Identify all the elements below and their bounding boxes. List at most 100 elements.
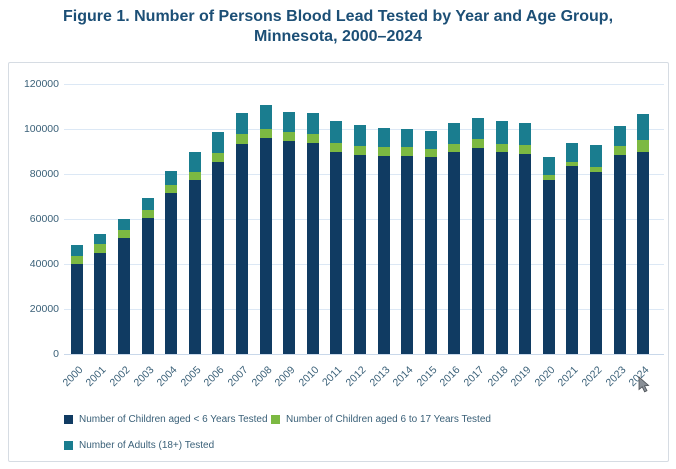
bar-2023-segment [613,145,626,155]
bar-2016-segment [448,123,461,144]
bar-2012-segment [354,154,366,354]
legend-item: Number of Children aged 6 to 17 Years Te… [271,414,491,425]
mouse-cursor-icon [638,376,650,393]
bar-2009-segment [283,141,296,354]
bar-2020-segment [542,157,555,176]
bar-2000 [70,244,83,354]
bar-2014-segment [401,147,414,156]
bar-2022 [590,144,602,354]
bar-2014 [401,129,414,354]
bar-2021-segment [566,166,579,354]
bar-2011-segment [330,121,343,143]
y-tick-label: 60000 [29,213,59,225]
bar-2012-segment [354,124,366,146]
chart-area: 0 20000 40000 60000 80000 100000 120000 2000 200… [8,62,669,462]
bar-2008-segment [259,138,272,354]
legend-item: Number of Children aged < 6 Years Tested [64,414,268,425]
bar-2011 [330,121,343,354]
bar-2010-segment [306,113,319,134]
bar-2022-segment [590,167,602,172]
bar-2010-segment [306,142,319,354]
legend-item: Number of Adults (18+) Tested [64,440,214,451]
y-tick-label: 40000 [29,258,59,270]
bar-2017-segment [472,139,484,149]
figure-title-line2: Minnesota, 2000–2024 [253,28,423,45]
bar-2005-segment [188,179,201,354]
bar-2002-segment [118,238,130,354]
bar-2007-segment [236,113,248,134]
bar-2017 [472,117,484,354]
bar-2017-segment [472,117,484,140]
bar-2016 [448,123,461,354]
legend-swatch [64,441,73,450]
bar-2015-segment [424,157,437,354]
bar-2016-segment [448,143,461,152]
bar-2020-segment [542,175,555,180]
bar-2021-segment [566,142,579,162]
bar-2014-segment [401,129,414,147]
bar-2009 [283,112,296,354]
bar-2024-segment [637,140,650,152]
bar-2013 [377,127,390,354]
bar-2021-segment [566,161,579,167]
gridline-0 [64,354,664,355]
bar-2012-segment [354,145,366,155]
bar-2001-segment [94,243,107,253]
bar-2020-segment [542,179,555,354]
bar-2011-segment [330,142,343,152]
bar-2019-segment [519,123,532,145]
bar-2017-segment [472,148,484,354]
bar-2019 [519,123,532,354]
bar-2014-segment [401,156,414,354]
bar-2007-segment [236,143,248,354]
bar-2020 [542,157,555,354]
y-tick-label: 0 [53,348,59,360]
bar-2008 [259,105,272,354]
bar-2006-segment [212,132,225,153]
bar-2000-segment [70,264,83,354]
bar-2022-segment [590,144,602,168]
bar-2015 [424,131,437,354]
bar-2003-segment [141,210,154,218]
bar-2006 [212,132,225,354]
bar-2011-segment [330,151,343,354]
bar-2003 [141,197,154,354]
bar-2002-segment [118,230,130,239]
bar-2010-segment [306,133,319,143]
bar-2023-segment [613,125,626,146]
bar-2004-segment [165,170,178,186]
bar-2023 [613,125,626,354]
bar-2018-segment [495,143,508,152]
legend-label: Number of Children aged 6 to 17 Years Te… [286,414,491,425]
y-tick-label: 20000 [29,303,59,315]
bar-2005-segment [188,171,201,180]
legend-label: Number of Children aged < 6 Years Tested [79,414,268,425]
legend-swatch [271,415,280,424]
bar-2005 [188,151,201,354]
bar-2000-segment [70,256,83,264]
y-tick-label: 80000 [29,168,59,180]
bar-2013-segment [377,127,390,147]
bar-2024 [637,114,650,354]
bar-2008-segment [259,129,272,138]
y-tick-label: 100000 [23,123,59,135]
figure-title: Figure 1. Number of Persons Blood Lead T… [0,7,676,47]
bar-2004 [165,170,178,354]
bar-2015-segment [424,131,437,150]
bar-2018 [495,121,508,354]
bar-2012 [354,124,366,354]
plot-area: 0 20000 40000 60000 80000 100000 120000 2000 200… [9,63,668,461]
legend-label: Number of Adults (18+) Tested [79,440,215,451]
bar-2002 [118,219,130,354]
bar-2019-segment [519,144,532,154]
y-tick-label: 120000 [23,78,59,90]
bar-2000-segment [70,244,83,257]
bar-2024-segment [637,151,650,354]
bar-2022-segment [590,171,602,354]
bar-2005-segment [188,151,201,172]
bar-2007-segment [236,133,248,144]
bar-2013-segment [377,156,390,354]
bar-2008-segment [259,105,272,129]
bar-2003-segment [141,197,154,210]
